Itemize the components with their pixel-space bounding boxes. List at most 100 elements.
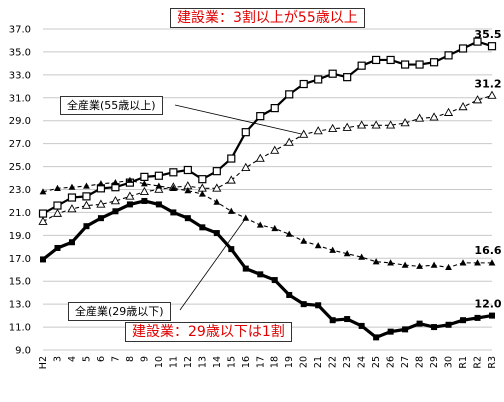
series-all_industry_55plus <box>38 90 497 225</box>
x-tick-label: 11 <box>168 356 179 368</box>
data-point <box>139 186 149 196</box>
data-point <box>68 183 76 190</box>
data-point <box>184 187 192 194</box>
x-tick-label: 29 <box>429 356 440 368</box>
data-point <box>67 204 77 213</box>
x-tick-label: 14 <box>212 356 223 368</box>
data-point <box>270 145 280 154</box>
data-point <box>444 51 453 60</box>
annotation-all-industry-55plus: 全産業(55歳以上) <box>60 96 163 115</box>
data-point <box>400 118 410 127</box>
data-point <box>198 190 206 197</box>
series-construction_29under <box>40 197 495 341</box>
data-point <box>170 209 177 216</box>
y-axis: 9.0 11.0 13.0 15.0 17.0 19.0 21.0 23.0 25.0 27.0 2… <box>9 25 31 357</box>
data-point <box>489 312 495 319</box>
annotation-all-industry-29under: 全産業(29歳以下) <box>68 302 171 321</box>
data-point <box>83 223 90 230</box>
data-point <box>125 191 135 200</box>
data-point <box>443 107 454 116</box>
data-point <box>357 120 367 129</box>
data-point <box>473 37 482 46</box>
data-point <box>97 215 104 222</box>
data-point <box>474 314 481 321</box>
data-point <box>212 183 222 192</box>
y-tick-label: 21.0 <box>9 208 31 219</box>
data-point <box>430 261 438 268</box>
data-point <box>400 60 410 69</box>
x-tick-label: 28 <box>415 356 426 368</box>
data-point <box>329 246 337 253</box>
x-tick-label: 15 <box>226 356 237 368</box>
data-point <box>112 208 119 215</box>
data-point <box>373 334 380 341</box>
data-point <box>271 277 278 284</box>
x-tick-label: 25 <box>371 356 382 368</box>
data-point <box>386 120 396 129</box>
x-tick-label: 21 <box>313 356 324 368</box>
y-tick-label: 25.0 <box>9 162 31 173</box>
data-point <box>315 302 322 309</box>
annotation-construction-55plus: 建設業：3割以上が55歳以上 <box>170 8 365 28</box>
data-point <box>458 44 468 53</box>
data-point <box>228 246 235 253</box>
data-point <box>387 259 395 266</box>
data-point <box>96 199 106 208</box>
data-point <box>299 129 309 138</box>
x-tick-label: 22 <box>328 356 339 368</box>
data-point <box>271 224 279 232</box>
data-point <box>285 230 293 237</box>
data-point <box>242 214 250 221</box>
x-tick-label: 12 <box>183 356 194 368</box>
y-tick-label: 33.0 <box>9 70 31 81</box>
annotation-construction-29under: 建設業：29歳以下は1割 <box>125 322 292 342</box>
y-tick-label: 23.0 <box>9 185 31 196</box>
data-point <box>358 322 365 329</box>
data-point <box>474 259 481 266</box>
x-tick-label: 23 <box>342 356 353 368</box>
x-tick-label: 8 <box>125 356 136 362</box>
data-point <box>445 321 452 328</box>
data-point <box>415 60 424 69</box>
data-point <box>213 230 220 237</box>
data-point <box>314 242 322 249</box>
x-tick-label: 10 <box>154 356 165 368</box>
data-point <box>140 172 149 181</box>
leader-line-all-industry-55plus <box>174 104 304 135</box>
data-point <box>141 197 148 204</box>
data-point <box>416 320 423 327</box>
data-point <box>284 137 294 146</box>
data-point <box>487 90 497 99</box>
series-line-construction_55plus <box>42 40 493 215</box>
data-point <box>328 123 338 132</box>
data-point <box>110 196 120 205</box>
data-point <box>227 154 236 163</box>
data-point <box>270 104 279 113</box>
y-tick-label: 9.0 <box>15 346 31 357</box>
x-tick-label: 7 <box>110 356 121 362</box>
data-point <box>39 188 47 195</box>
data-point <box>242 265 249 272</box>
x-tick-label: 5 <box>81 356 92 362</box>
x-tick-label: 3 <box>52 356 63 362</box>
x-tick-label: 18 <box>270 356 281 368</box>
x-tick-label: 20 <box>299 356 310 368</box>
data-point <box>329 317 336 324</box>
data-point <box>183 165 192 175</box>
x-tick-label: R3 <box>487 356 498 369</box>
data-point <box>154 171 163 180</box>
data-point <box>257 271 264 278</box>
x-tick-label: 24 <box>357 356 368 368</box>
series-line-all_industry_29under <box>42 179 492 269</box>
data-point <box>255 153 265 162</box>
data-point <box>372 258 380 265</box>
data-point <box>40 256 46 263</box>
leader-lines <box>174 104 304 311</box>
data-point <box>126 176 134 183</box>
data-point <box>358 253 366 260</box>
data-point <box>343 73 352 82</box>
x-tick-label: 19 <box>284 356 295 368</box>
data-point <box>372 55 381 65</box>
data-point <box>371 120 381 129</box>
data-point <box>343 250 351 257</box>
